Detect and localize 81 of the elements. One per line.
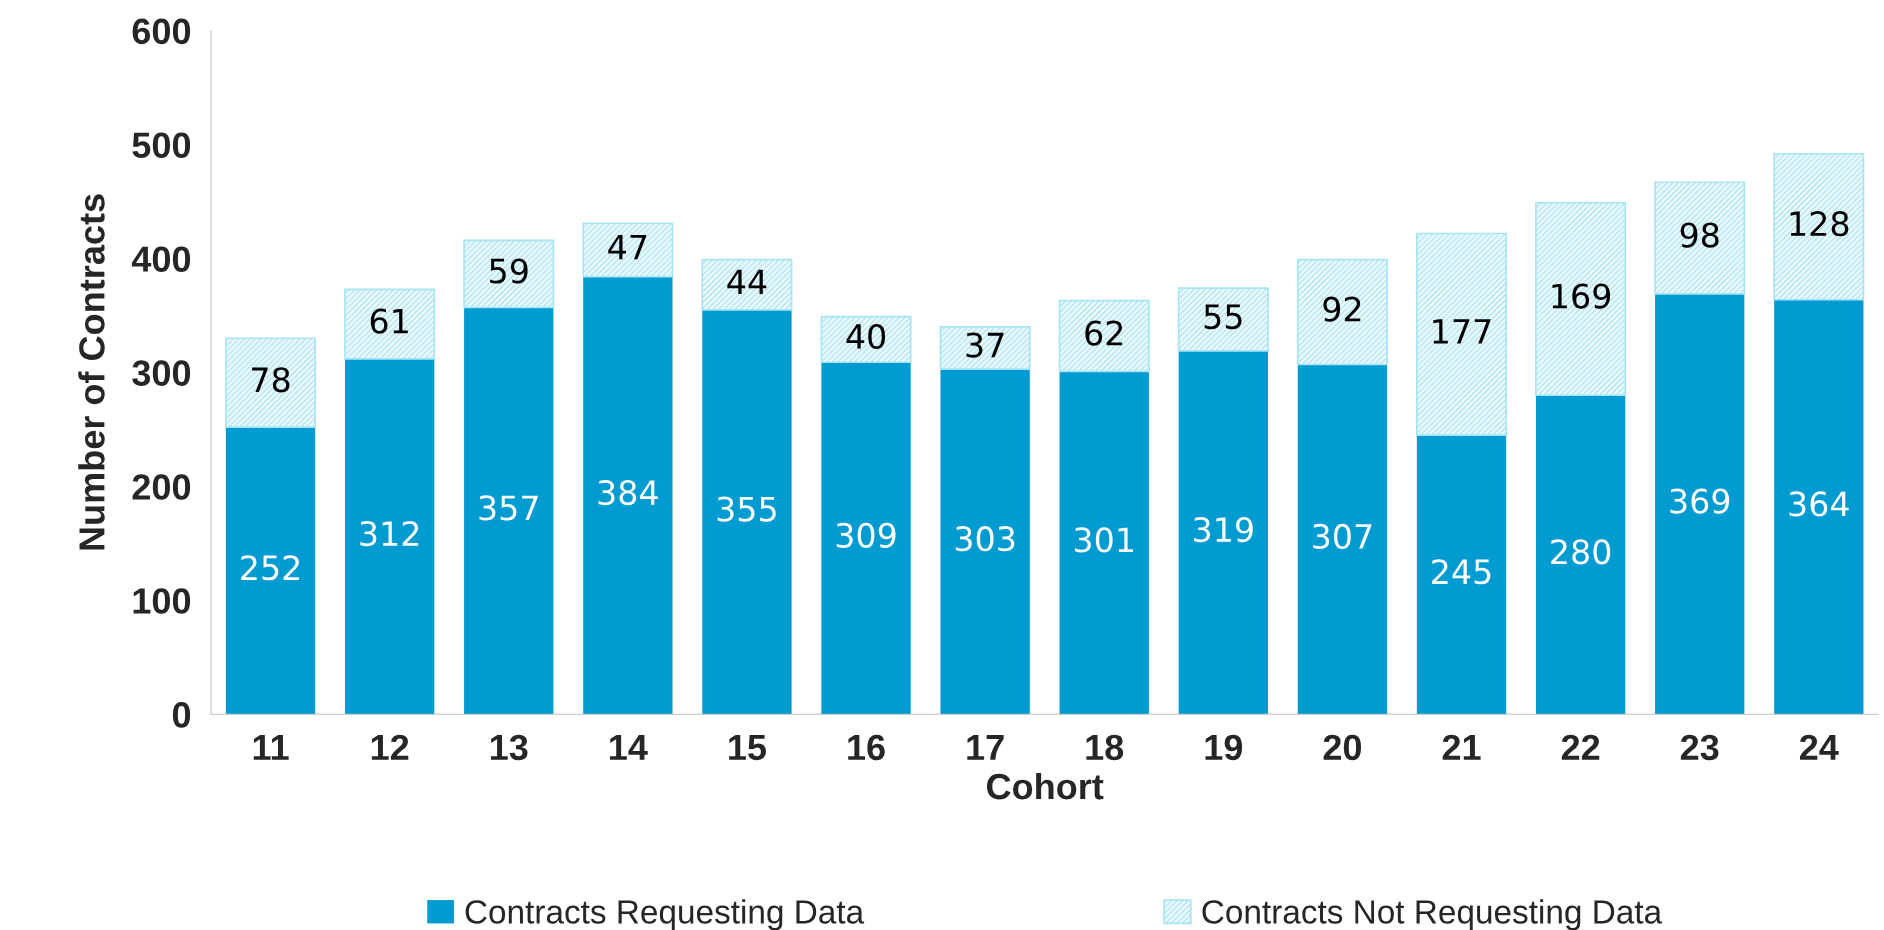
bar: [1058, 299, 1150, 373]
y-tick-label: 0: [172, 702, 191, 728]
data-label: 98: [1680, 222, 1719, 248]
data-label: 307: [1313, 523, 1372, 550]
bar: [1655, 293, 1745, 715]
bar: [582, 222, 674, 278]
y-tick-label: 500: [132, 132, 191, 159]
x-tick-label: 15: [729, 735, 767, 761]
data-label: 169: [1552, 283, 1611, 309]
y-tick-label: 600: [132, 18, 191, 45]
bar: [1297, 364, 1388, 715]
data-label: 301: [1074, 527, 1133, 553]
data-label: 55: [1204, 304, 1242, 330]
bar: [225, 427, 316, 715]
bar: [464, 307, 554, 715]
bar: [1177, 287, 1269, 352]
y-tick-label: 400: [131, 246, 191, 272]
legend-label: Contracts Not Requesting Data: [1202, 899, 1663, 930]
data-label: 357: [479, 495, 538, 521]
bar: [939, 326, 1031, 370]
bar: [1535, 201, 1627, 397]
data-label: 369: [1670, 488, 1730, 514]
x-tick-label: 16: [848, 734, 885, 761]
bar: [821, 362, 911, 715]
data-label: 364: [1789, 491, 1849, 517]
bar: [701, 258, 793, 311]
data-label: 177: [1433, 319, 1491, 344]
data-label: 309: [836, 522, 896, 548]
y-tick-label: 200: [132, 474, 191, 500]
data-label: 319: [1194, 516, 1253, 543]
bar: [702, 309, 792, 715]
data-label: 92: [1323, 296, 1361, 322]
bar: [344, 288, 436, 360]
bar: [1654, 181, 1746, 295]
x-tick-label: 23: [1680, 734, 1719, 761]
x-tick-label: 17: [967, 735, 1004, 760]
bar: [820, 315, 912, 364]
x-tick-label: 20: [1323, 734, 1362, 761]
y-axis-title: Number of Contracts: [78, 194, 105, 550]
x-tick-label: 14: [610, 735, 648, 760]
y-tick-label: 300: [132, 360, 191, 386]
data-label: 59: [490, 258, 528, 284]
bar: [463, 239, 555, 309]
x-tick-label: 13: [490, 734, 528, 761]
x-tick-label: 18: [1086, 734, 1124, 761]
bar: [1416, 232, 1508, 436]
data-label: 128: [1790, 211, 1849, 237]
data-label: 280: [1551, 539, 1611, 565]
bar: [940, 369, 1030, 715]
x-tick-label: 24: [1799, 734, 1839, 760]
bar: [1773, 152, 1865, 301]
bar: [1535, 395, 1626, 715]
data-label: 78: [252, 367, 290, 393]
data-label: 61: [370, 308, 408, 334]
bar: [344, 358, 435, 715]
data-label: 312: [360, 520, 419, 547]
data-label: 252: [241, 555, 300, 581]
y-tick-label: 100: [133, 588, 191, 614]
bar: [1416, 435, 1507, 715]
data-label: 245: [1432, 559, 1491, 585]
legend-label: Contracts Requesting Data: [465, 899, 865, 930]
data-label: 47: [608, 234, 647, 260]
x-tick-label: 21: [1442, 734, 1481, 760]
x-tick-label: 12: [371, 734, 409, 760]
bar: [1296, 258, 1388, 366]
x-tick-label: 22: [1561, 734, 1600, 760]
x-tick-label: 19: [1205, 734, 1243, 761]
bar: [225, 337, 317, 428]
bar: [1059, 371, 1149, 715]
x-axis-title: Cohort: [987, 772, 1104, 800]
x-tick-label: 11: [253, 735, 289, 760]
data-label: 384: [598, 479, 658, 506]
data-label: 303: [955, 526, 1015, 552]
data-label: 62: [1085, 320, 1123, 346]
data-label: 37: [966, 332, 1004, 358]
bar: [1774, 299, 1864, 715]
bar: [583, 276, 673, 715]
bar: [1178, 350, 1268, 715]
data-label: 44: [727, 269, 767, 294]
data-label: 355: [717, 496, 776, 522]
data-label: 40: [846, 323, 886, 350]
